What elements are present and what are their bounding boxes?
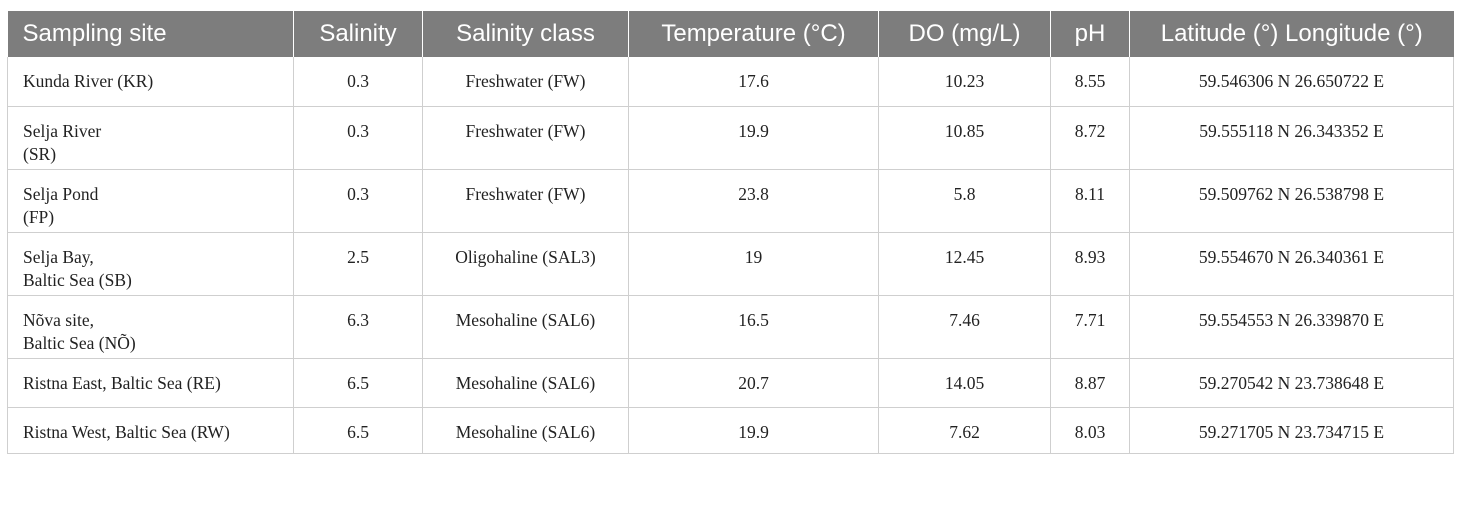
cell-coords: 59.555118 N 26.343352 E bbox=[1129, 106, 1454, 170]
table-row: Nõva site, Baltic Sea (NÕ) 6.3 Mesohalin… bbox=[7, 295, 1454, 359]
cell-temperature: 19.9 bbox=[628, 407, 879, 454]
cell-site: Ristna East, Baltic Sea (RE) bbox=[7, 358, 294, 408]
cell-salinity-class: Freshwater (FW) bbox=[422, 57, 629, 107]
cell-do: 10.23 bbox=[878, 57, 1051, 107]
cell-salinity-class: Freshwater (FW) bbox=[422, 169, 629, 233]
cell-temperature: 23.8 bbox=[628, 169, 879, 233]
header-sampling-site: Sampling site bbox=[7, 11, 294, 57]
cell-coords: 59.554670 N 26.340361 E bbox=[1129, 232, 1454, 296]
cell-coords: 59.554553 N 26.339870 E bbox=[1129, 295, 1454, 359]
table-header: Sampling site Salinity Salinity class Te… bbox=[7, 11, 1454, 57]
cell-do: 7.46 bbox=[878, 295, 1051, 359]
header-ph: pH bbox=[1050, 11, 1130, 57]
cell-temperature: 17.6 bbox=[628, 57, 879, 107]
cell-ph: 8.72 bbox=[1050, 106, 1130, 170]
cell-salinity: 0.3 bbox=[293, 169, 423, 233]
cell-site: Selja Pond (FP) bbox=[7, 169, 294, 233]
header-temperature: Temperature (°C) bbox=[628, 11, 879, 57]
cell-salinity: 0.3 bbox=[293, 106, 423, 170]
cell-ph: 8.11 bbox=[1050, 169, 1130, 233]
table-row: Ristna East, Baltic Sea (RE) 6.5 Mesohal… bbox=[7, 358, 1454, 408]
cell-coords: 59.546306 N 26.650722 E bbox=[1129, 57, 1454, 107]
table-row: Kunda River (KR) 0.3 Freshwater (FW) 17.… bbox=[7, 57, 1454, 107]
cell-temperature: 19.9 bbox=[628, 106, 879, 170]
cell-ph: 7.71 bbox=[1050, 295, 1130, 359]
table-row: Selja River (SR) 0.3 Freshwater (FW) 19.… bbox=[7, 106, 1454, 170]
cell-salinity: 6.3 bbox=[293, 295, 423, 359]
cell-ph: 8.03 bbox=[1050, 407, 1130, 454]
cell-do: 5.8 bbox=[878, 169, 1051, 233]
cell-site: Nõva site, Baltic Sea (NÕ) bbox=[7, 295, 294, 359]
cell-ph: 8.55 bbox=[1050, 57, 1130, 107]
cell-ph: 8.93 bbox=[1050, 232, 1130, 296]
cell-temperature: 20.7 bbox=[628, 358, 879, 408]
cell-coords: 59.509762 N 26.538798 E bbox=[1129, 169, 1454, 233]
cell-do: 12.45 bbox=[878, 232, 1051, 296]
table-row: Selja Pond (FP) 0.3 Freshwater (FW) 23.8… bbox=[7, 169, 1454, 233]
cell-salinity-class: Mesohaline (SAL6) bbox=[422, 407, 629, 454]
cell-salinity-class: Freshwater (FW) bbox=[422, 106, 629, 170]
header-row: Sampling site Salinity Salinity class Te… bbox=[7, 11, 1454, 57]
cell-salinity: 0.3 bbox=[293, 57, 423, 107]
header-lat-long: Latitude (°) Longitude (°) bbox=[1129, 11, 1454, 57]
cell-temperature: 19 bbox=[628, 232, 879, 296]
table-body: Kunda River (KR) 0.3 Freshwater (FW) 17.… bbox=[7, 57, 1454, 454]
cell-salinity-class: Mesohaline (SAL6) bbox=[422, 358, 629, 408]
cell-ph: 8.87 bbox=[1050, 358, 1130, 408]
table-row: Ristna West, Baltic Sea (RW) 6.5 Mesohal… bbox=[7, 407, 1454, 454]
header-do: DO (mg/L) bbox=[878, 11, 1051, 57]
cell-coords: 59.271705 N 23.734715 E bbox=[1129, 407, 1454, 454]
cell-salinity: 6.5 bbox=[293, 407, 423, 454]
header-salinity: Salinity bbox=[293, 11, 423, 57]
cell-salinity-class: Oligohaline (SAL3) bbox=[422, 232, 629, 296]
header-salinity-class: Salinity class bbox=[422, 11, 629, 57]
cell-do: 10.85 bbox=[878, 106, 1051, 170]
cell-site: Selja River (SR) bbox=[7, 106, 294, 170]
cell-salinity: 6.5 bbox=[293, 358, 423, 408]
cell-salinity-class: Mesohaline (SAL6) bbox=[422, 295, 629, 359]
table-row: Selja Bay, Baltic Sea (SB) 2.5 Oligohali… bbox=[7, 232, 1454, 296]
cell-do: 14.05 bbox=[878, 358, 1051, 408]
data-table-container: Sampling site Salinity Salinity class Te… bbox=[7, 11, 1454, 454]
cell-site: Ristna West, Baltic Sea (RW) bbox=[7, 407, 294, 454]
cell-site: Selja Bay, Baltic Sea (SB) bbox=[7, 232, 294, 296]
cell-coords: 59.270542 N 23.738648 E bbox=[1129, 358, 1454, 408]
cell-temperature: 16.5 bbox=[628, 295, 879, 359]
cell-do: 7.62 bbox=[878, 407, 1051, 454]
sampling-sites-table: Sampling site Salinity Salinity class Te… bbox=[7, 11, 1454, 454]
cell-site: Kunda River (KR) bbox=[7, 57, 294, 107]
cell-salinity: 2.5 bbox=[293, 232, 423, 296]
